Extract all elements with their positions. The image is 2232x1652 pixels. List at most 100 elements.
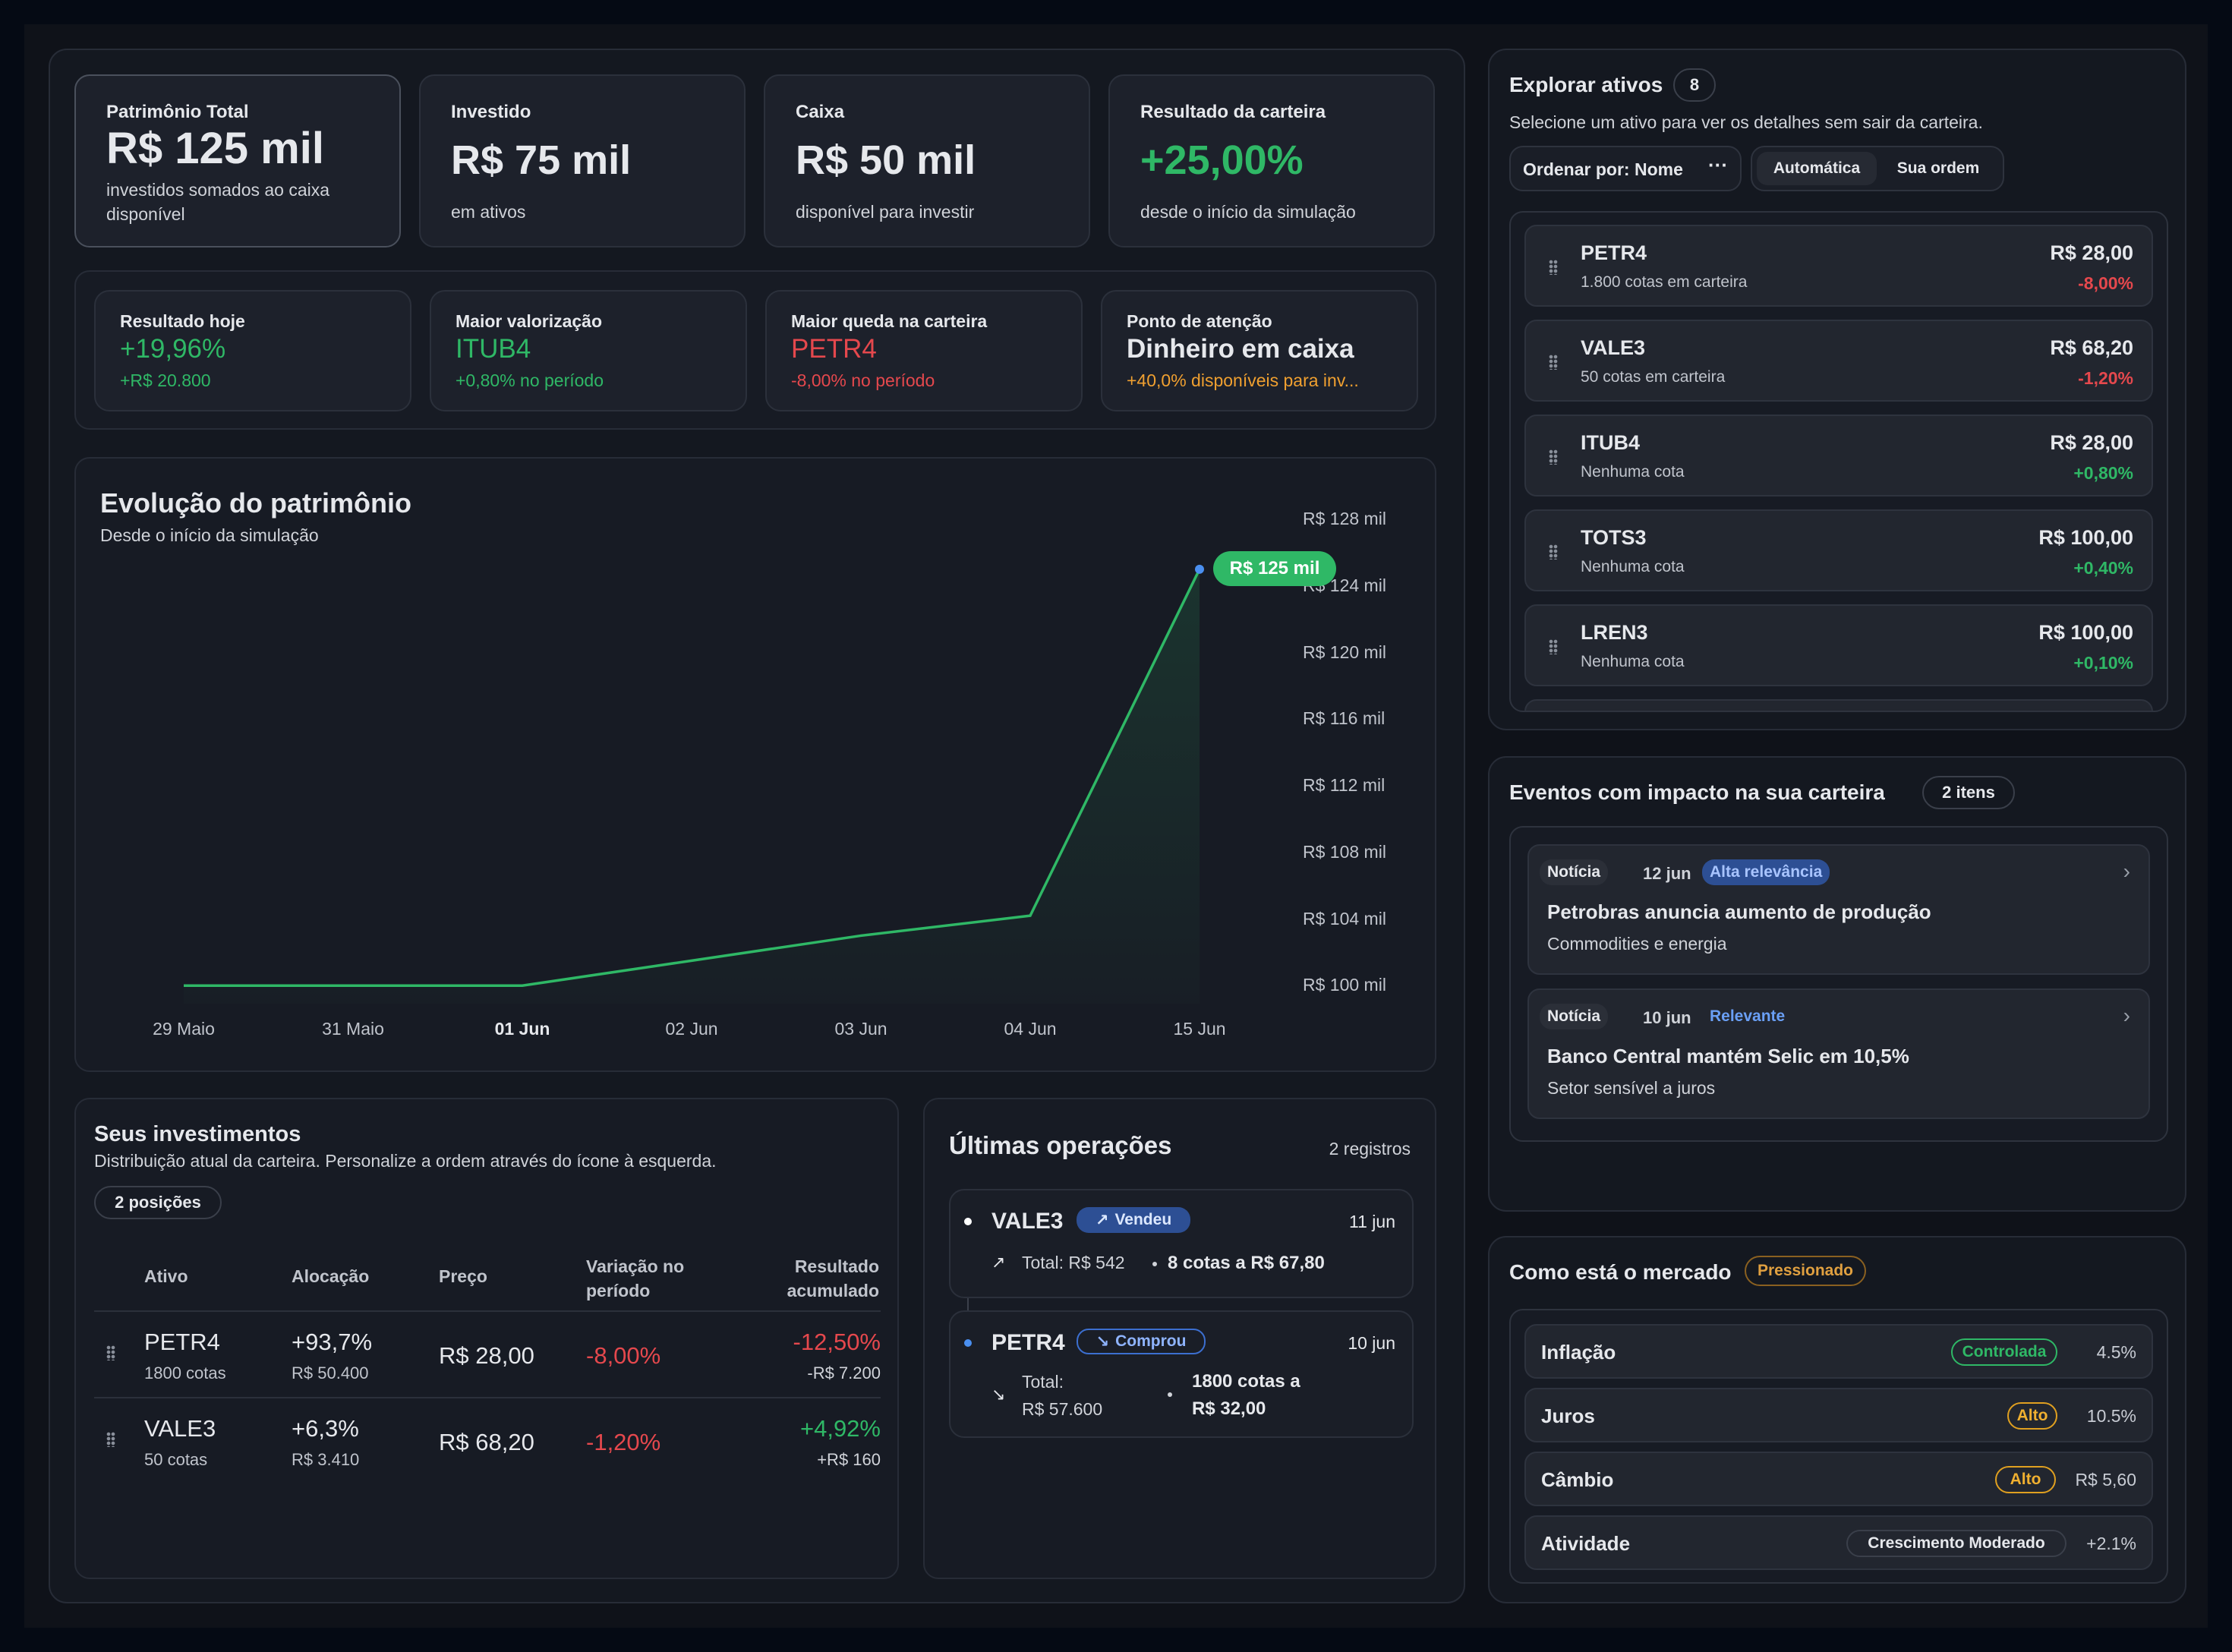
operation-detail: 8 cotas a R$ 67,80 (1168, 1253, 1325, 1273)
row-result-sub: -R$ 7.200 (807, 1364, 881, 1382)
highlight-label: Maior queda na carteira (791, 311, 988, 331)
col-result-line2: acumulado (787, 1281, 879, 1300)
table-row[interactable]: VALE3 50 cotas +6,3% R$ 3.410 R$ 68,20 -… (94, 1398, 881, 1485)
chevron-right-icon[interactable]: › (2123, 1004, 2130, 1027)
drag-handle-icon[interactable] (1549, 544, 1558, 560)
event-relevance-badge: Relevante (1710, 1007, 1786, 1025)
summary-value: +25,00% (1140, 137, 1304, 183)
market-badge-text: Crescimento Moderado (1868, 1534, 2045, 1552)
toggle-automatic[interactable]: Automática (1757, 152, 1877, 185)
explore-panel: Explorar ativos 8 Selecione um ativo par… (1488, 49, 2186, 730)
arrow-down-right-icon: ↘ (991, 1385, 1006, 1404)
summary-label: Patrimônio Total (106, 102, 249, 122)
asset-item-lren3[interactable]: LREN3 Nenhuma cota R$ 100,00 +0,10% (1524, 604, 2153, 686)
table-row[interactable]: PETR4 1800 cotas +93,7% R$ 50.400 R$ 28,… (94, 1312, 881, 1398)
market-badge-text: Alto (2010, 1471, 2041, 1488)
operation-item[interactable]: VALE3 ↗ Vendeu 11 jun ↗ Total: R$ 542 8 c… (949, 1189, 1414, 1298)
col-allocation: Alocação (292, 1266, 370, 1286)
drag-handle-icon[interactable] (1549, 260, 1558, 275)
highlight-sub: +40,0% disponíveis para inv... (1127, 370, 1359, 390)
market-label: Câmbio (1541, 1468, 1614, 1491)
operations-panel: Últimas operações 2 registros VALE3 ↗ Ven… (923, 1098, 1436, 1579)
chart-panel: Evolução do patrimônio Desde o início da… (74, 457, 1436, 1072)
col-variation-line2: período (586, 1281, 651, 1300)
chart-last-point[interactable] (1195, 564, 1204, 574)
asset-item-petr4[interactable]: PETR4 1.800 cotas em carteira R$ 28,00 -… (1524, 225, 2153, 307)
y-tick-label: R$ 128 mil (1303, 509, 1386, 528)
summary-card-total[interactable]: Patrimônio Total R$ 125 mil investidos s… (74, 74, 401, 247)
event-title: Petrobras anuncia aumento de produção (1547, 900, 1931, 923)
summary-label: Resultado da carteira (1140, 102, 1326, 122)
asset-price: R$ 100,00 (2038, 526, 2133, 549)
asset-item-partial[interactable] (1524, 699, 2153, 711)
drag-handle-icon[interactable] (1549, 355, 1558, 370)
event-item[interactable]: Notícia 10 jun Relevante › Banco Central… (1527, 988, 2150, 1119)
operation-detail: 1800 cotas a R$ 32,00 (1192, 1368, 1300, 1423)
asset-holdings: 1.800 cotas em carteira (1581, 273, 1748, 291)
market-row-interest[interactable]: Juros Alto 10.5% (1524, 1388, 2153, 1442)
operations-title: Últimas operações (949, 1131, 1172, 1159)
asset-item-itub4[interactable]: ITUB4 Nenhuma cota R$ 28,00 +0,80% (1524, 415, 2153, 497)
market-row-exchange[interactable]: Câmbio Alto R$ 5,60 (1524, 1452, 2153, 1506)
summary-sub: investidos somados ao caixa disponível (106, 180, 330, 224)
more-horizontal-icon: ··· (1708, 153, 1728, 176)
drag-handle-icon[interactable] (1549, 639, 1558, 654)
col-result-line1: Resultado (794, 1256, 879, 1276)
operation-item[interactable]: PETR4 ↘ Comprou 10 jun ↘ Total: R$ 57.600… (949, 1310, 1414, 1438)
asset-item-tots3[interactable]: TOTS3 Nenhuma cota R$ 100,00 +0,40% (1524, 509, 2153, 591)
asset-change: -1,20% (2078, 368, 2133, 388)
y-tick-label: R$ 100 mil (1303, 975, 1386, 995)
drag-handle-icon[interactable] (106, 1345, 115, 1360)
operation-total-line1: Total: (1022, 1372, 1064, 1392)
row-alloc: +6,3% (292, 1415, 359, 1442)
x-tick-label: 01 Jun (494, 1019, 550, 1039)
row-ticker: PETR4 (144, 1329, 220, 1355)
event-date: 10 jun (1643, 1008, 1691, 1027)
chart-area-fill (184, 569, 1200, 1004)
market-value: R$ 5,60 (2075, 1470, 2136, 1490)
portfolio-panel: Patrimônio Total R$ 125 mil investidos s… (49, 49, 1465, 1603)
summary-label: Investido (451, 102, 531, 122)
x-tick-label: 15 Jun (1173, 1019, 1226, 1039)
asset-change: +0,10% (2073, 653, 2133, 673)
investments-subtitle: Distribuição atual da carteira. Personal… (94, 1151, 717, 1171)
highlight-label: Maior valorização (456, 311, 603, 331)
operation-date: 11 jun (1349, 1212, 1395, 1231)
row-result: -12,50% (793, 1329, 881, 1355)
summary-card-result: Resultado da carteira +25,00% desde o in… (1108, 74, 1435, 247)
market-list: Inflação Controlada 4.5% Juros Alto 10.5… (1509, 1309, 2168, 1584)
drag-handle-icon[interactable] (1549, 449, 1558, 465)
y-tick-label: R$ 112 mil (1303, 775, 1386, 795)
market-label: Juros (1541, 1405, 1595, 1427)
asset-holdings: Nenhuma cota (1581, 653, 1685, 670)
market-status: Pressionado (1757, 1262, 1854, 1279)
toggle-custom-label: Sua ordem (1896, 159, 1980, 177)
asset-price: R$ 100,00 (2038, 621, 2133, 644)
row-result: +4,92% (799, 1415, 881, 1442)
event-date: 12 jun (1643, 864, 1691, 883)
y-tick-label: R$ 116 mil (1303, 708, 1386, 729)
highlight-value: +19,96% (120, 334, 226, 364)
highlight-today: Resultado hoje +19,96% +R$ 20.800 (94, 290, 411, 411)
asset-ticker: PETR4 (1581, 241, 1647, 264)
sort-label: Ordenar por: Nome (1523, 159, 1683, 179)
toggle-custom-order[interactable]: Sua ordem (1881, 152, 1995, 185)
market-status-badge: Pressionado (1745, 1256, 1866, 1286)
events-title: Eventos com impacto na sua carteira (1509, 780, 1885, 804)
row-alloc: +93,7% (292, 1329, 373, 1355)
row-ticker: VALE3 (144, 1415, 216, 1442)
chevron-right-icon[interactable]: › (2123, 859, 2130, 883)
sort-dropdown[interactable]: Ordenar por: Nome ··· (1509, 146, 1742, 191)
market-row-inflation[interactable]: Inflação Controlada 4.5% (1524, 1324, 2153, 1379)
asset-item-vale3[interactable]: VALE3 50 cotas em carteira R$ 68,20 -1,2… (1524, 320, 2153, 402)
event-item[interactable]: Notícia 12 jun Alta relevância › Petrobr… (1527, 844, 2150, 975)
chart-series-line (184, 569, 1201, 987)
patrimony-chart (184, 564, 1204, 1004)
asset-list[interactable]: PETR4 1.800 cotas em carteira R$ 28,00 -… (1509, 211, 2168, 712)
market-row-activity[interactable]: Atividade Crescimento Moderado +2.1% (1524, 1515, 2153, 1570)
x-tick-label: 04 Jun (1004, 1019, 1057, 1039)
highlight-label: Resultado hoje (120, 311, 245, 331)
drag-handle-icon[interactable] (106, 1432, 115, 1447)
chart-tooltip-text: R$ 125 mil (1229, 557, 1320, 579)
row-variation: -8,00% (586, 1342, 661, 1369)
